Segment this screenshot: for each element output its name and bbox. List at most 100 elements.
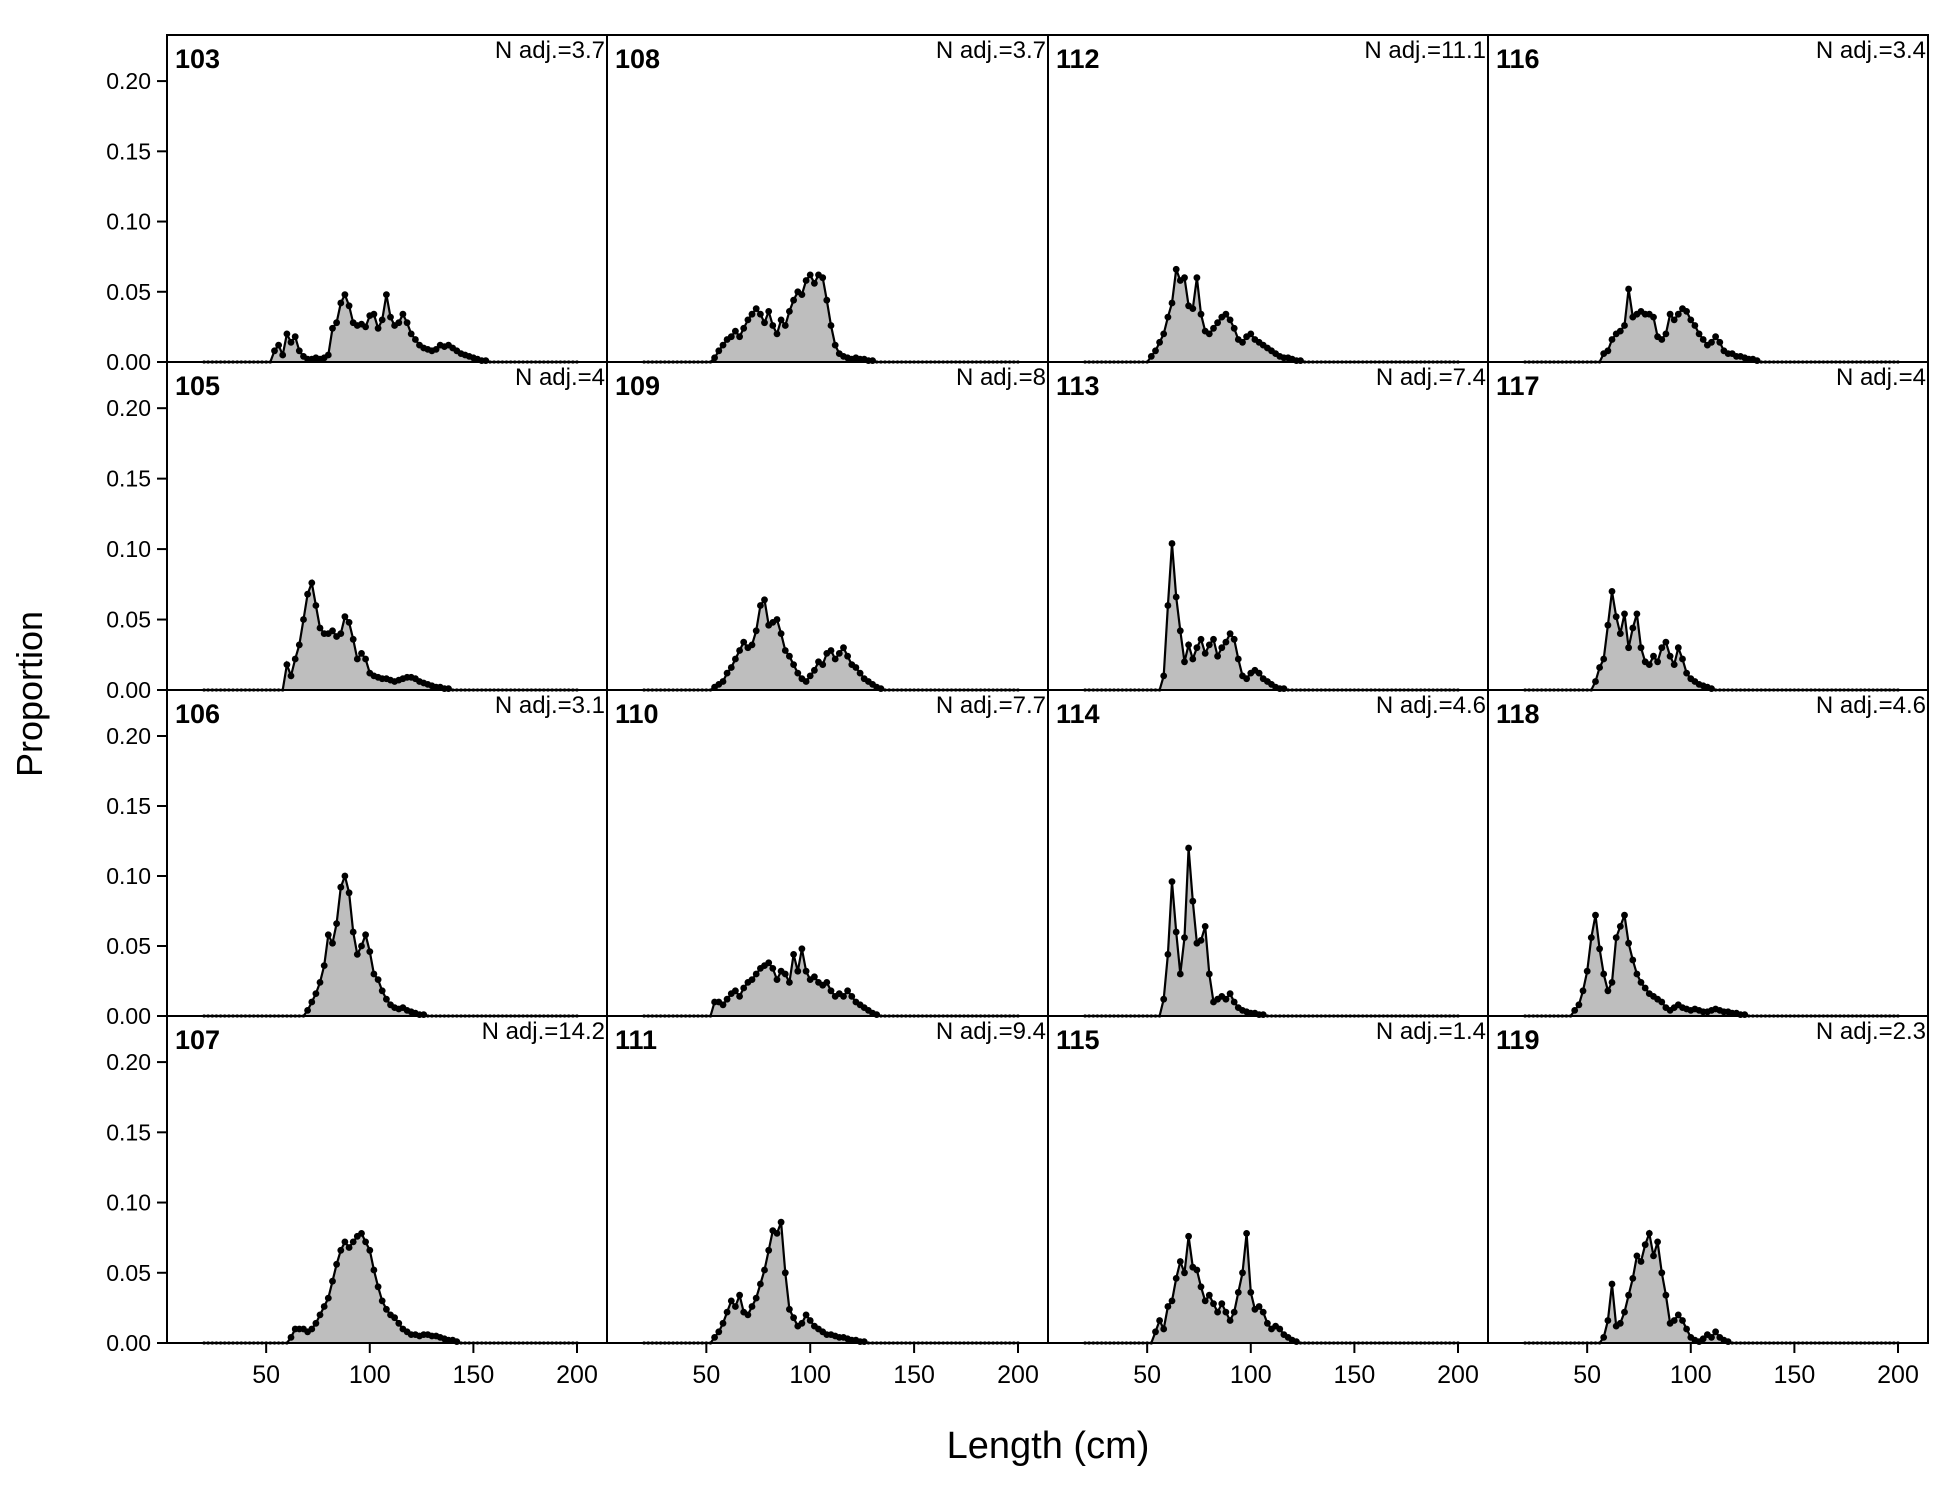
panel-id-label: 113 <box>1056 371 1100 401</box>
data-point <box>370 1266 378 1274</box>
data-point <box>349 928 357 936</box>
data-point <box>719 341 727 349</box>
n-adj-label: N adj.=3.7 <box>936 37 1046 64</box>
y-tick-label: 0.05 <box>106 933 151 959</box>
data-point <box>1670 1317 1678 1324</box>
data-point <box>374 976 382 983</box>
area-fill <box>644 274 1018 362</box>
n-adj-label: N adj.=11.1 <box>1364 37 1486 64</box>
area-fill <box>204 294 577 362</box>
data-point <box>1670 661 1678 668</box>
data-point <box>291 333 299 341</box>
data-point <box>1226 630 1234 637</box>
panel-frame <box>1487 34 1929 363</box>
y-tick-label: 0.20 <box>106 1049 151 1075</box>
data-point <box>1176 970 1184 978</box>
data-point <box>1243 1230 1250 1237</box>
data-point <box>732 987 739 995</box>
data-point <box>1629 956 1637 964</box>
data-point <box>806 1317 814 1324</box>
data-point <box>794 967 802 975</box>
n-adj-label: N adj.=4.6 <box>1816 692 1926 719</box>
data-point <box>1172 265 1180 273</box>
data-point <box>412 336 419 343</box>
data-point <box>1234 1289 1242 1296</box>
data-point <box>1583 967 1591 975</box>
y-tick-label: 0.20 <box>106 395 151 421</box>
data-point <box>341 1238 349 1246</box>
data-point <box>287 338 295 346</box>
data-point <box>752 305 760 312</box>
data-point <box>740 324 748 332</box>
data-point <box>757 310 764 318</box>
panel-114: 114 N adj.=4.6 <box>1047 689 1489 1018</box>
data-point <box>1658 1269 1666 1277</box>
area-fill <box>1085 543 1458 690</box>
data-point <box>358 650 365 657</box>
data-point <box>1152 1328 1159 1336</box>
data-point <box>1210 635 1217 643</box>
data-point <box>852 664 860 671</box>
data-point <box>844 987 851 995</box>
data-point <box>353 951 361 958</box>
data-point <box>1197 310 1205 318</box>
panel-frame <box>1047 34 1489 363</box>
data-point <box>790 296 797 304</box>
data-point <box>1172 928 1180 936</box>
data-point <box>329 627 336 635</box>
panel-109: 109 N adj.=8 <box>606 361 1049 692</box>
data-point <box>1226 990 1234 997</box>
data-point <box>1185 844 1192 852</box>
data-point <box>1654 1238 1661 1246</box>
data-point <box>1164 602 1172 609</box>
data-point <box>1197 1283 1205 1291</box>
data-point <box>1160 995 1168 1003</box>
data-point <box>752 970 760 978</box>
data-point <box>316 979 324 986</box>
x-tick-label: 100 <box>1230 1361 1272 1389</box>
panel-111: 111 N adj.=9.4 <box>606 1015 1049 1345</box>
data-point <box>806 271 814 279</box>
data-point <box>1147 353 1155 360</box>
panel-112: 112 N adj.=11.1 <box>1047 34 1489 364</box>
data-point <box>744 1311 752 1319</box>
data-point <box>1625 1291 1632 1299</box>
y-tick-label: 0.10 <box>106 536 151 562</box>
data-point <box>1239 1269 1246 1277</box>
data-point <box>740 984 748 992</box>
data-point <box>811 279 818 287</box>
data-point <box>781 970 789 978</box>
panel-116: 116 N adj.=3.4 <box>1487 34 1929 364</box>
data-point <box>333 319 340 327</box>
data-point <box>798 291 806 298</box>
data-point <box>312 1319 320 1327</box>
data-point <box>362 931 369 939</box>
data-point <box>1650 313 1657 321</box>
data-point <box>802 1311 810 1319</box>
data-point <box>1629 1275 1637 1282</box>
data-point <box>1181 934 1188 941</box>
data-point <box>1160 1325 1168 1333</box>
area-fill <box>644 1222 1018 1343</box>
data-point <box>1625 644 1632 652</box>
data-point <box>781 322 789 329</box>
data-point <box>1205 970 1213 978</box>
data-point <box>1247 330 1255 338</box>
panel-frame <box>606 1015 1049 1344</box>
panel-frame <box>606 361 1049 691</box>
data-point <box>1592 911 1599 919</box>
x-tick-label: 150 <box>1334 1361 1376 1389</box>
n-adj-label: N adj.=7.4 <box>1376 364 1486 391</box>
data-point <box>1176 627 1184 635</box>
data-point <box>827 322 835 329</box>
data-point <box>1222 638 1230 646</box>
data-point <box>1633 610 1641 618</box>
series-line <box>204 872 577 1018</box>
area-fill <box>644 948 1018 1016</box>
data-point <box>819 274 827 282</box>
data-point <box>287 672 295 680</box>
data-point <box>1670 316 1678 324</box>
data-point <box>316 624 324 632</box>
area-fill <box>1525 289 1898 362</box>
data-point <box>1201 1297 1209 1305</box>
